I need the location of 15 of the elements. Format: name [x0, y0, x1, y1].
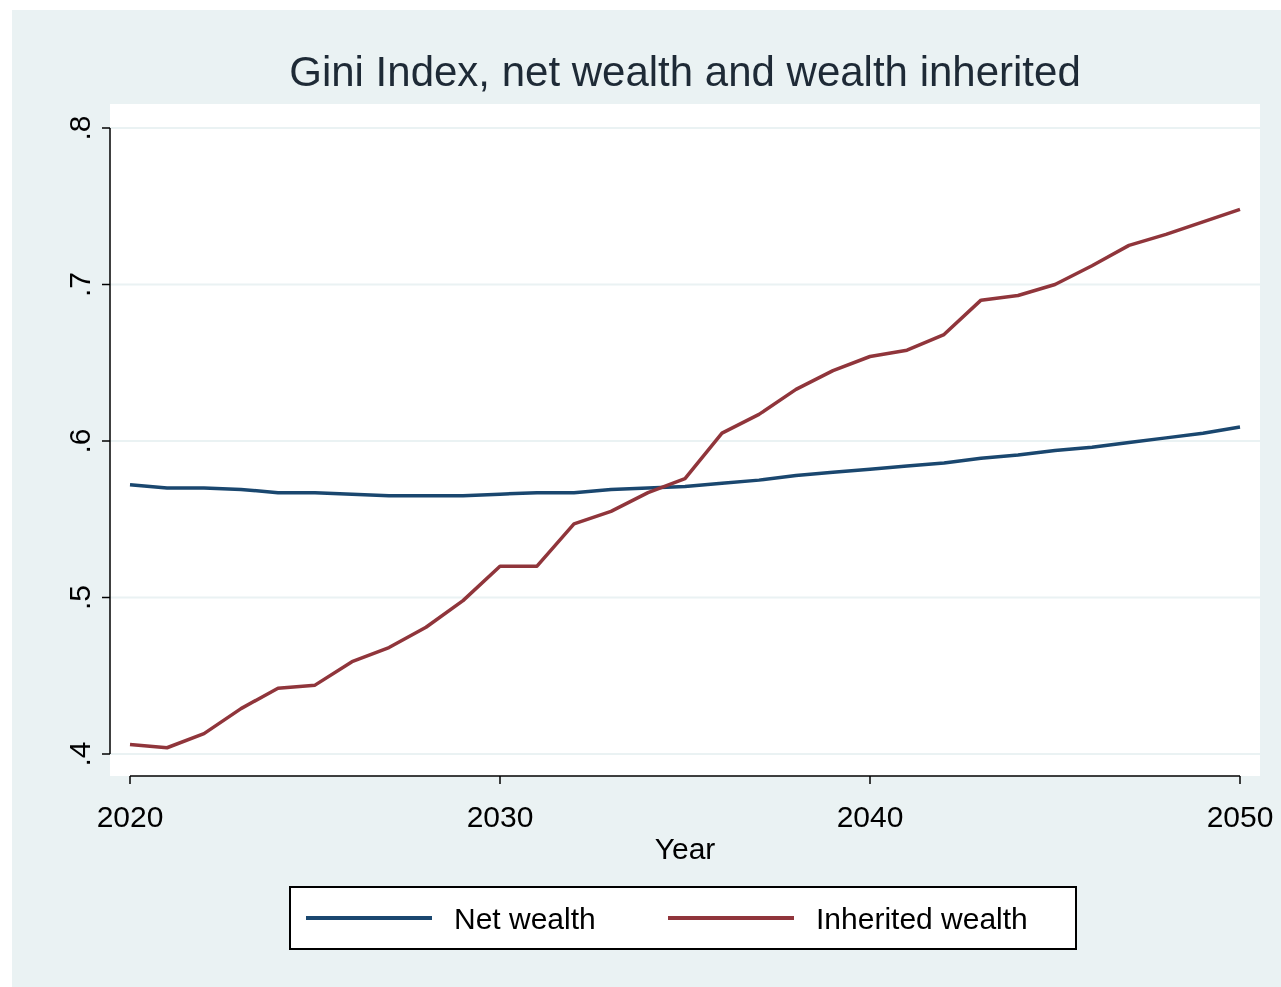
chart-title: Gini Index, net wealth and wealth inherited — [289, 48, 1081, 95]
x-tick-label: 2040 — [836, 800, 904, 833]
legend-label: Inherited wealth — [816, 902, 1028, 935]
x-tick-label: 2030 — [466, 800, 534, 833]
legend-label: Net wealth — [454, 902, 596, 935]
y-tick-label: .6 — [63, 428, 96, 454]
line-series — [128, 207, 1242, 750]
y-tick-label: .5 — [63, 584, 96, 611]
x-axis-title: Year — [654, 832, 716, 865]
x-tick-label: 2020 — [96, 800, 164, 833]
line-series — [128, 425, 1242, 498]
y-tick-label: .8 — [63, 115, 96, 141]
x-tick-label: 2050 — [1206, 800, 1274, 833]
y-tick-label: .7 — [63, 271, 96, 298]
y-tick-label: .4 — [63, 741, 96, 767]
